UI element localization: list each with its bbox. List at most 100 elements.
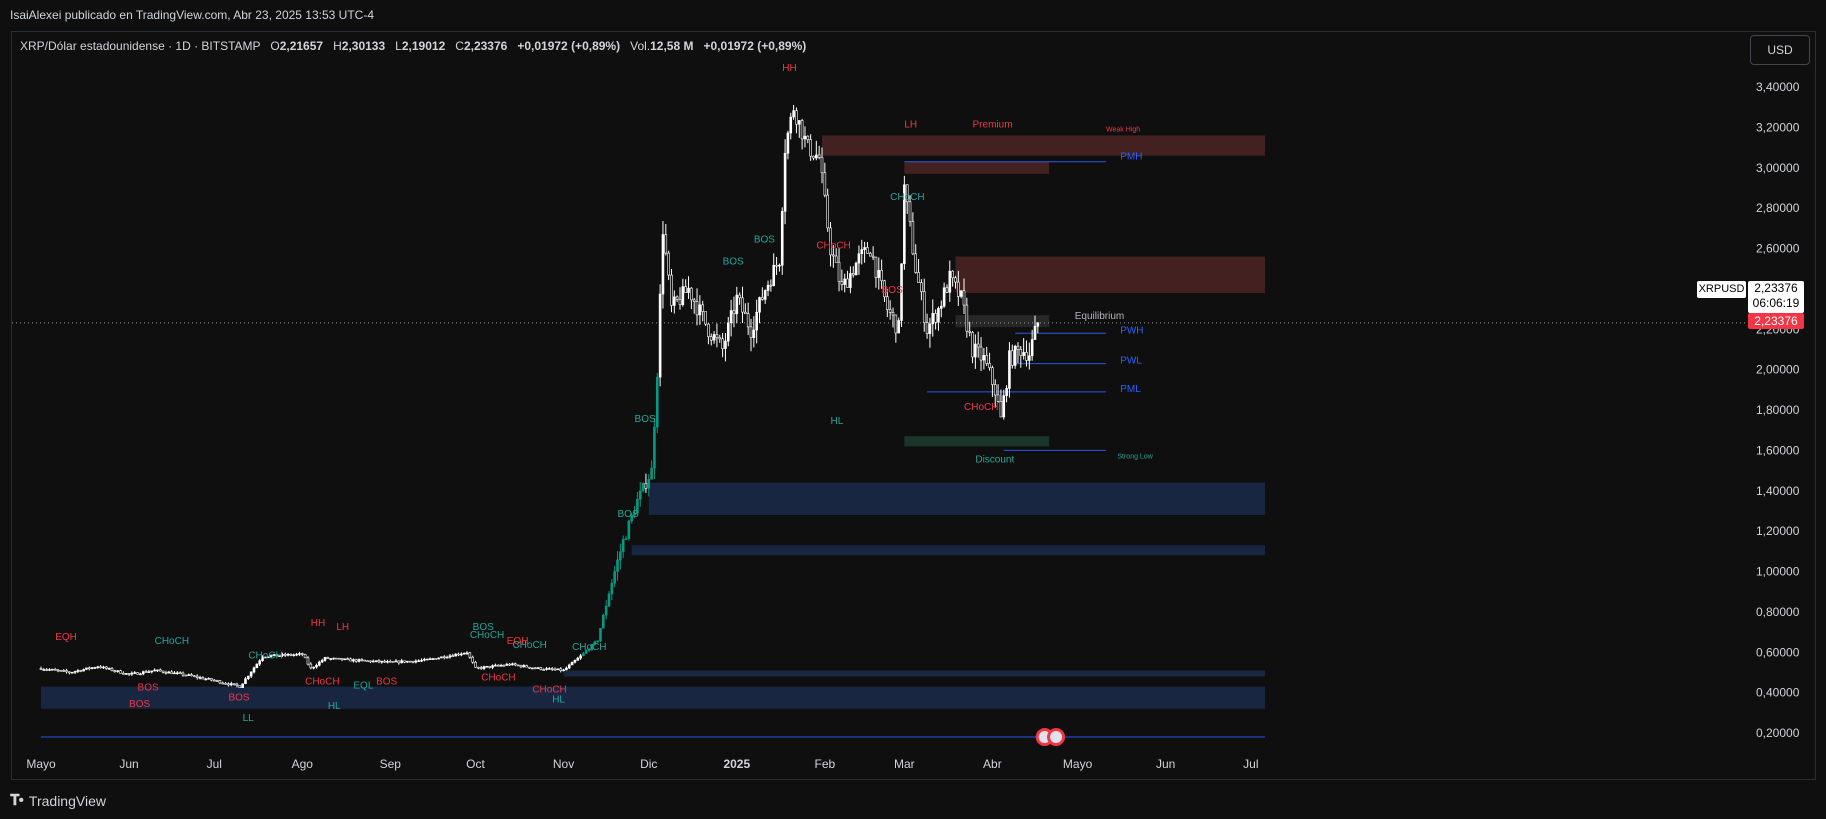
candle-body bbox=[224, 682, 227, 685]
candle-body bbox=[408, 660, 412, 663]
candle-body bbox=[434, 658, 438, 660]
zone-discount bbox=[904, 436, 1050, 447]
symbol-name[interactable]: XRP/Dólar estadounidense · 1D · BITSTAMP bbox=[20, 39, 261, 53]
candle-body bbox=[624, 538, 628, 540]
candle-body bbox=[567, 664, 571, 669]
candle-body bbox=[920, 282, 923, 292]
candle-body bbox=[403, 660, 406, 663]
candle-body bbox=[653, 426, 656, 469]
price-tag-value: 2,23376 bbox=[1754, 281, 1798, 295]
candle-body bbox=[323, 657, 327, 661]
candle-body bbox=[76, 670, 80, 672]
candle-body bbox=[79, 670, 83, 672]
candle-body bbox=[494, 664, 497, 667]
candle-body bbox=[868, 253, 872, 257]
y-tick-label: 1,80000 bbox=[1756, 403, 1800, 417]
candle-body bbox=[255, 663, 259, 669]
candle-body bbox=[1025, 352, 1028, 361]
structure-label: CHoCH bbox=[816, 241, 850, 252]
candle-body bbox=[113, 670, 117, 672]
candle-body bbox=[511, 663, 514, 666]
candle-body bbox=[107, 667, 111, 670]
candle-body bbox=[752, 329, 756, 339]
candle-body bbox=[982, 355, 986, 361]
candle-body bbox=[275, 654, 279, 657]
candle-body bbox=[212, 679, 216, 682]
candle-body bbox=[616, 559, 619, 572]
candle-body bbox=[948, 270, 952, 293]
candle-body bbox=[744, 311, 747, 314]
candle-body bbox=[278, 655, 281, 657]
candle-body bbox=[229, 683, 233, 686]
candle-body bbox=[908, 201, 912, 222]
candle-body bbox=[437, 657, 440, 660]
candle-body bbox=[675, 296, 679, 300]
candle-body bbox=[45, 669, 48, 671]
candle-body bbox=[761, 297, 764, 300]
structure-label: PWH bbox=[1120, 325, 1143, 336]
candle-body bbox=[931, 313, 935, 325]
candle-body bbox=[232, 683, 236, 685]
candle-body bbox=[235, 683, 239, 686]
candle-body bbox=[1013, 345, 1017, 366]
structure-label: Weak High bbox=[1106, 126, 1140, 133]
candle-body bbox=[769, 284, 773, 287]
x-tick-label: Jul bbox=[207, 757, 222, 771]
chart-frame[interactable] bbox=[11, 31, 1816, 780]
candle-body bbox=[96, 666, 100, 669]
candle-body bbox=[718, 337, 722, 340]
candle-body bbox=[741, 297, 744, 313]
candle-body bbox=[141, 671, 145, 675]
candle-body bbox=[346, 658, 350, 661]
candle-body bbox=[667, 252, 670, 276]
candle-body bbox=[573, 660, 577, 663]
candle-body bbox=[539, 667, 543, 670]
x-tick-label: Dic bbox=[640, 757, 657, 771]
candle-body bbox=[999, 400, 1003, 418]
candle-body bbox=[661, 234, 665, 295]
candle-body bbox=[264, 656, 267, 659]
candle-body bbox=[729, 310, 733, 324]
zone-equilibrium bbox=[955, 315, 1050, 328]
candle-body bbox=[215, 680, 219, 682]
candle-body bbox=[335, 657, 338, 660]
y-tick-label: 1,20000 bbox=[1756, 524, 1800, 538]
price-tag-countdown: 06:06:19 bbox=[1752, 296, 1800, 310]
candle-body bbox=[786, 132, 790, 154]
candle-body bbox=[499, 664, 503, 667]
candle-body bbox=[417, 660, 421, 662]
candle-body bbox=[587, 649, 591, 651]
candle-body bbox=[556, 668, 560, 671]
candle-body bbox=[366, 660, 369, 663]
candle-body bbox=[709, 336, 713, 341]
volume-change: +0,01972 (+0,89%) bbox=[703, 39, 807, 53]
candle-body bbox=[400, 660, 403, 664]
structure-label: BOS bbox=[376, 677, 397, 688]
candle-body bbox=[820, 157, 824, 174]
candle-body bbox=[318, 661, 321, 666]
candle-body bbox=[303, 654, 307, 659]
candle-body bbox=[957, 281, 960, 297]
candle-body bbox=[633, 512, 636, 516]
x-tick-label: Jul bbox=[1243, 757, 1258, 771]
candle-body bbox=[56, 669, 60, 672]
candle-body bbox=[525, 665, 528, 668]
candle-body bbox=[139, 673, 142, 676]
candle-body bbox=[411, 660, 415, 663]
structure-label: BOS bbox=[473, 622, 494, 633]
candle-body bbox=[607, 593, 611, 607]
currency-button[interactable]: USD bbox=[1750, 35, 1810, 65]
candle-body bbox=[516, 664, 520, 667]
candle-body bbox=[68, 671, 71, 674]
tradingview-brand[interactable]: 𝐓• TradingView bbox=[10, 792, 106, 809]
candle-body bbox=[565, 667, 568, 671]
candle-body bbox=[806, 135, 810, 140]
candle-body bbox=[1022, 352, 1025, 356]
candle-body bbox=[164, 672, 168, 674]
candle-body bbox=[195, 675, 199, 678]
candle-body bbox=[792, 110, 795, 118]
candle-body bbox=[874, 256, 878, 278]
candle-body bbox=[85, 667, 88, 670]
candle-body bbox=[99, 666, 102, 669]
